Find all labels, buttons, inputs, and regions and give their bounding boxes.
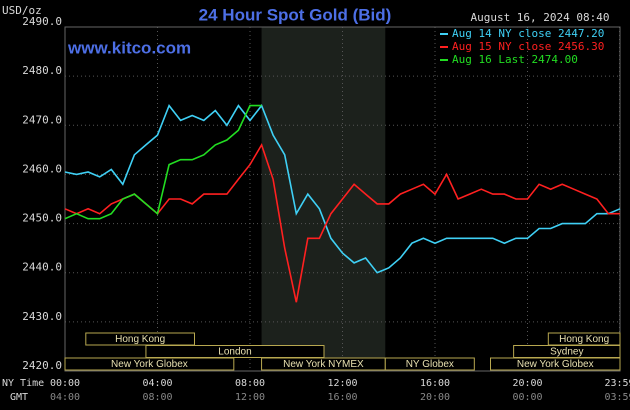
y-tick-label: 2470.0	[22, 113, 62, 126]
x-tick-label: 04:00	[142, 378, 172, 389]
session-bar	[85, 332, 195, 346]
session-label: New York Globex	[517, 359, 594, 370]
x-tick-label: 16:00	[420, 378, 450, 389]
x-axis-label: NY Time	[2, 378, 44, 389]
y-tick-label: 2430.0	[22, 310, 62, 323]
y-tick-label: 2480.0	[22, 64, 62, 77]
session-label: New York Globex	[111, 359, 188, 370]
session-label: Hong Kong	[115, 334, 165, 345]
y-tick-label: 2440.0	[22, 261, 62, 274]
session-label: New York NYMEX	[283, 359, 364, 370]
x2-tick-label: 03:59	[604, 392, 630, 403]
x-tick-label: 08:00	[235, 378, 265, 389]
x2-tick-label: 08:00	[142, 392, 172, 403]
x2-tick-label: 12:00	[235, 392, 265, 403]
x2-tick-label: 00:00	[512, 392, 542, 403]
series-line	[64, 104, 262, 220]
legend-label: Aug 15 NY close 2456.30	[452, 40, 604, 53]
y-tick-label: 2450.0	[22, 212, 62, 225]
session-bar	[145, 345, 325, 358]
y-tick-label: 2460.0	[22, 162, 62, 175]
session-label: Sydney	[550, 347, 583, 358]
session-label: London	[218, 347, 251, 358]
y-tick-label: 2420.0	[22, 359, 62, 372]
series-line	[64, 103, 621, 274]
chart-title: 24 Hour Spot Gold (Bid)	[199, 5, 392, 24]
shaded-region	[261, 27, 386, 371]
y-tick-label: 2490.0	[22, 15, 62, 28]
x-tick-label: 23:59	[604, 378, 630, 389]
session-bar	[490, 357, 621, 371]
session-label: Hong Kong	[559, 334, 609, 345]
x2-axis-label: GMT	[10, 392, 28, 403]
source-label: www.kitco.com	[67, 38, 191, 57]
x2-tick-label: 20:00	[420, 392, 450, 403]
x-tick-label: 20:00	[512, 378, 542, 389]
session-bar	[384, 357, 475, 371]
plot-frame	[64, 26, 621, 372]
x2-tick-label: 16:00	[327, 392, 357, 403]
y-axis-label: USD/oz	[2, 4, 42, 17]
session-bar	[64, 357, 235, 371]
chart-date: August 16, 2024 08:40	[470, 11, 609, 24]
legend-label: Aug 14 NY close 2447.20	[452, 27, 604, 40]
session-label: NY Globex	[406, 359, 454, 370]
legend-label: Aug 16 Last 2474.00	[452, 53, 578, 66]
x-tick-label: 12:00	[327, 378, 357, 389]
x2-tick-label: 04:00	[50, 392, 80, 403]
x-tick-label: 00:00	[50, 378, 80, 389]
